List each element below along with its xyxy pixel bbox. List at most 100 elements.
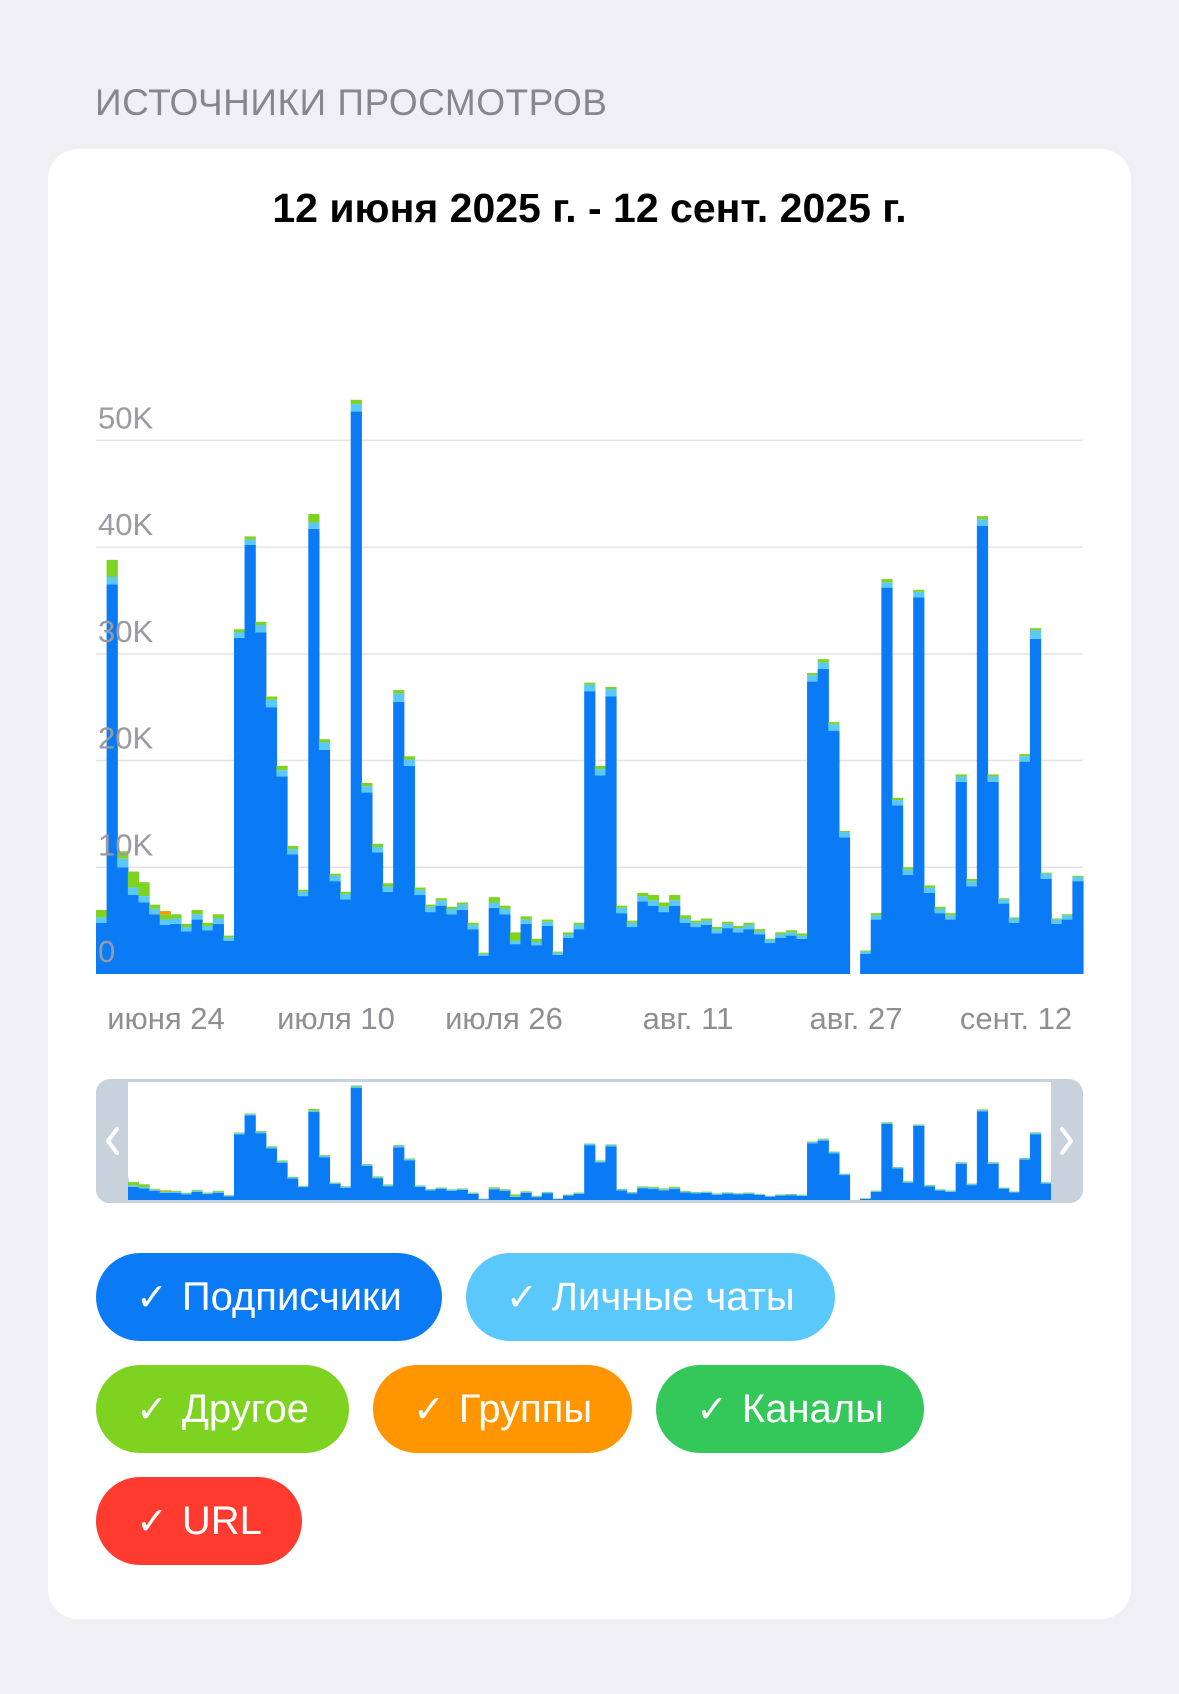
bar-segment	[245, 545, 256, 974]
navigator-bar	[223, 1196, 234, 1197]
bar-segment	[329, 876, 340, 881]
bar-segment	[796, 939, 807, 974]
bar-segment	[574, 925, 585, 929]
bar-segment	[308, 529, 319, 974]
x-tick-label: июля 10	[277, 1001, 395, 1036]
views-sources-chart[interactable]: 0 10K 20K 30K 40K 50K июня 24 июля 10 июля 26 авг…	[48, 149, 1131, 1219]
navigator-right-handle[interactable]	[1051, 1079, 1083, 1203]
navigator-bar	[234, 1134, 245, 1203]
bar-segment	[796, 933, 807, 935]
bar-segment	[627, 921, 638, 923]
bar-segment	[966, 881, 977, 886]
bar-segment	[690, 927, 701, 974]
navigator-bar	[329, 1183, 340, 1184]
bar-segment	[436, 898, 447, 900]
bar-segment	[128, 872, 139, 888]
navigator-bar	[489, 1187, 500, 1188]
navigator-bar	[393, 1147, 404, 1203]
navigator-bar	[393, 1146, 404, 1148]
bar-segment	[117, 867, 128, 974]
x-tick-label: авг. 11	[643, 1001, 734, 1036]
navigator-bar	[372, 1176, 383, 1177]
bar-segment	[1019, 754, 1030, 756]
bar-segment	[107, 560, 118, 577]
bar-segment	[871, 920, 882, 974]
bar-segment	[595, 766, 606, 769]
bar-segment	[107, 577, 118, 584]
navigator-bar	[255, 1133, 266, 1203]
navigator-bar	[308, 1112, 319, 1203]
navigator-bar	[245, 1115, 256, 1203]
filter-pill[interactable]: ✓ Личные чаты	[466, 1253, 835, 1341]
bar-segment	[383, 886, 394, 891]
bar-segment	[287, 846, 298, 849]
bar-segment	[574, 923, 585, 925]
bar-segment	[584, 685, 595, 691]
bar-segment	[1019, 762, 1030, 974]
bar-segment	[138, 896, 149, 902]
navigator-left-handle[interactable]	[96, 1079, 128, 1203]
filter-pill[interactable]: ✓ Подписчики	[96, 1253, 442, 1341]
bar-segment	[128, 895, 139, 974]
bar-segment	[308, 523, 319, 529]
filter-pill[interactable]: ✓ Каналы	[656, 1365, 924, 1453]
checkmark-icon: ✓	[696, 1387, 728, 1432]
bar-segment	[446, 907, 457, 909]
bar-segment	[436, 906, 447, 974]
bar-segment	[372, 844, 383, 847]
bar-segment	[595, 775, 606, 974]
bar-segment	[627, 927, 638, 974]
bar-segment	[1030, 639, 1041, 974]
x-tick-label: авг. 27	[810, 1001, 903, 1036]
bar-segment	[192, 910, 203, 914]
navigator-bar	[351, 1088, 362, 1203]
navigator-bar	[510, 1194, 521, 1196]
bar-segment	[860, 951, 871, 952]
navigator-bar	[361, 1164, 372, 1165]
filter-pill-label: Личные чаты	[552, 1275, 795, 1320]
navigator-bar	[584, 1144, 595, 1145]
navigator-bar	[934, 1190, 945, 1191]
navigator-bar	[531, 1196, 542, 1197]
navigator-bar	[605, 1146, 616, 1203]
navigator-bar	[276, 1163, 287, 1203]
navigator-bar	[234, 1133, 245, 1134]
bar-segment	[977, 526, 988, 974]
bar-segment	[658, 902, 669, 906]
bar-segment	[414, 888, 425, 890]
bar-segment	[765, 939, 776, 940]
navigator-bar	[765, 1196, 776, 1197]
bar-segment	[160, 925, 171, 974]
bar-segment	[701, 921, 712, 925]
filter-pill[interactable]: ✓ Другое	[96, 1365, 349, 1453]
navigator-bar	[287, 1177, 298, 1178]
bar-segment	[489, 897, 500, 902]
bar-segment	[690, 921, 701, 923]
bar-segment	[446, 909, 457, 914]
bar-segment	[478, 953, 489, 954]
navigator-bar	[924, 1185, 935, 1186]
navigator-bar	[510, 1196, 521, 1197]
navigator-bar	[149, 1189, 160, 1190]
bar-segment	[913, 597, 924, 974]
bar-segment	[499, 914, 510, 974]
bar-segment	[361, 793, 372, 974]
filter-pill[interactable]: ✓ Группы	[373, 1365, 632, 1453]
bar-segment	[807, 675, 818, 681]
filter-pill[interactable]: ✓ URL	[96, 1477, 302, 1565]
bar-segment	[266, 700, 277, 707]
bar-segment	[499, 906, 510, 909]
navigator-bar	[298, 1186, 309, 1187]
navigator-bar	[987, 1164, 998, 1203]
bar-segment	[903, 875, 914, 974]
navigator-bar	[245, 1114, 256, 1115]
navigator-bar	[404, 1158, 415, 1159]
navigator-bar	[499, 1189, 510, 1190]
bar-segment	[266, 697, 277, 700]
bar-segment	[616, 908, 627, 913]
bar-segment	[1051, 919, 1062, 920]
range-navigator[interactable]	[96, 1079, 1084, 1203]
navigator-bar	[956, 1163, 967, 1164]
bar-segment	[786, 932, 797, 935]
bar-segment	[329, 881, 340, 974]
